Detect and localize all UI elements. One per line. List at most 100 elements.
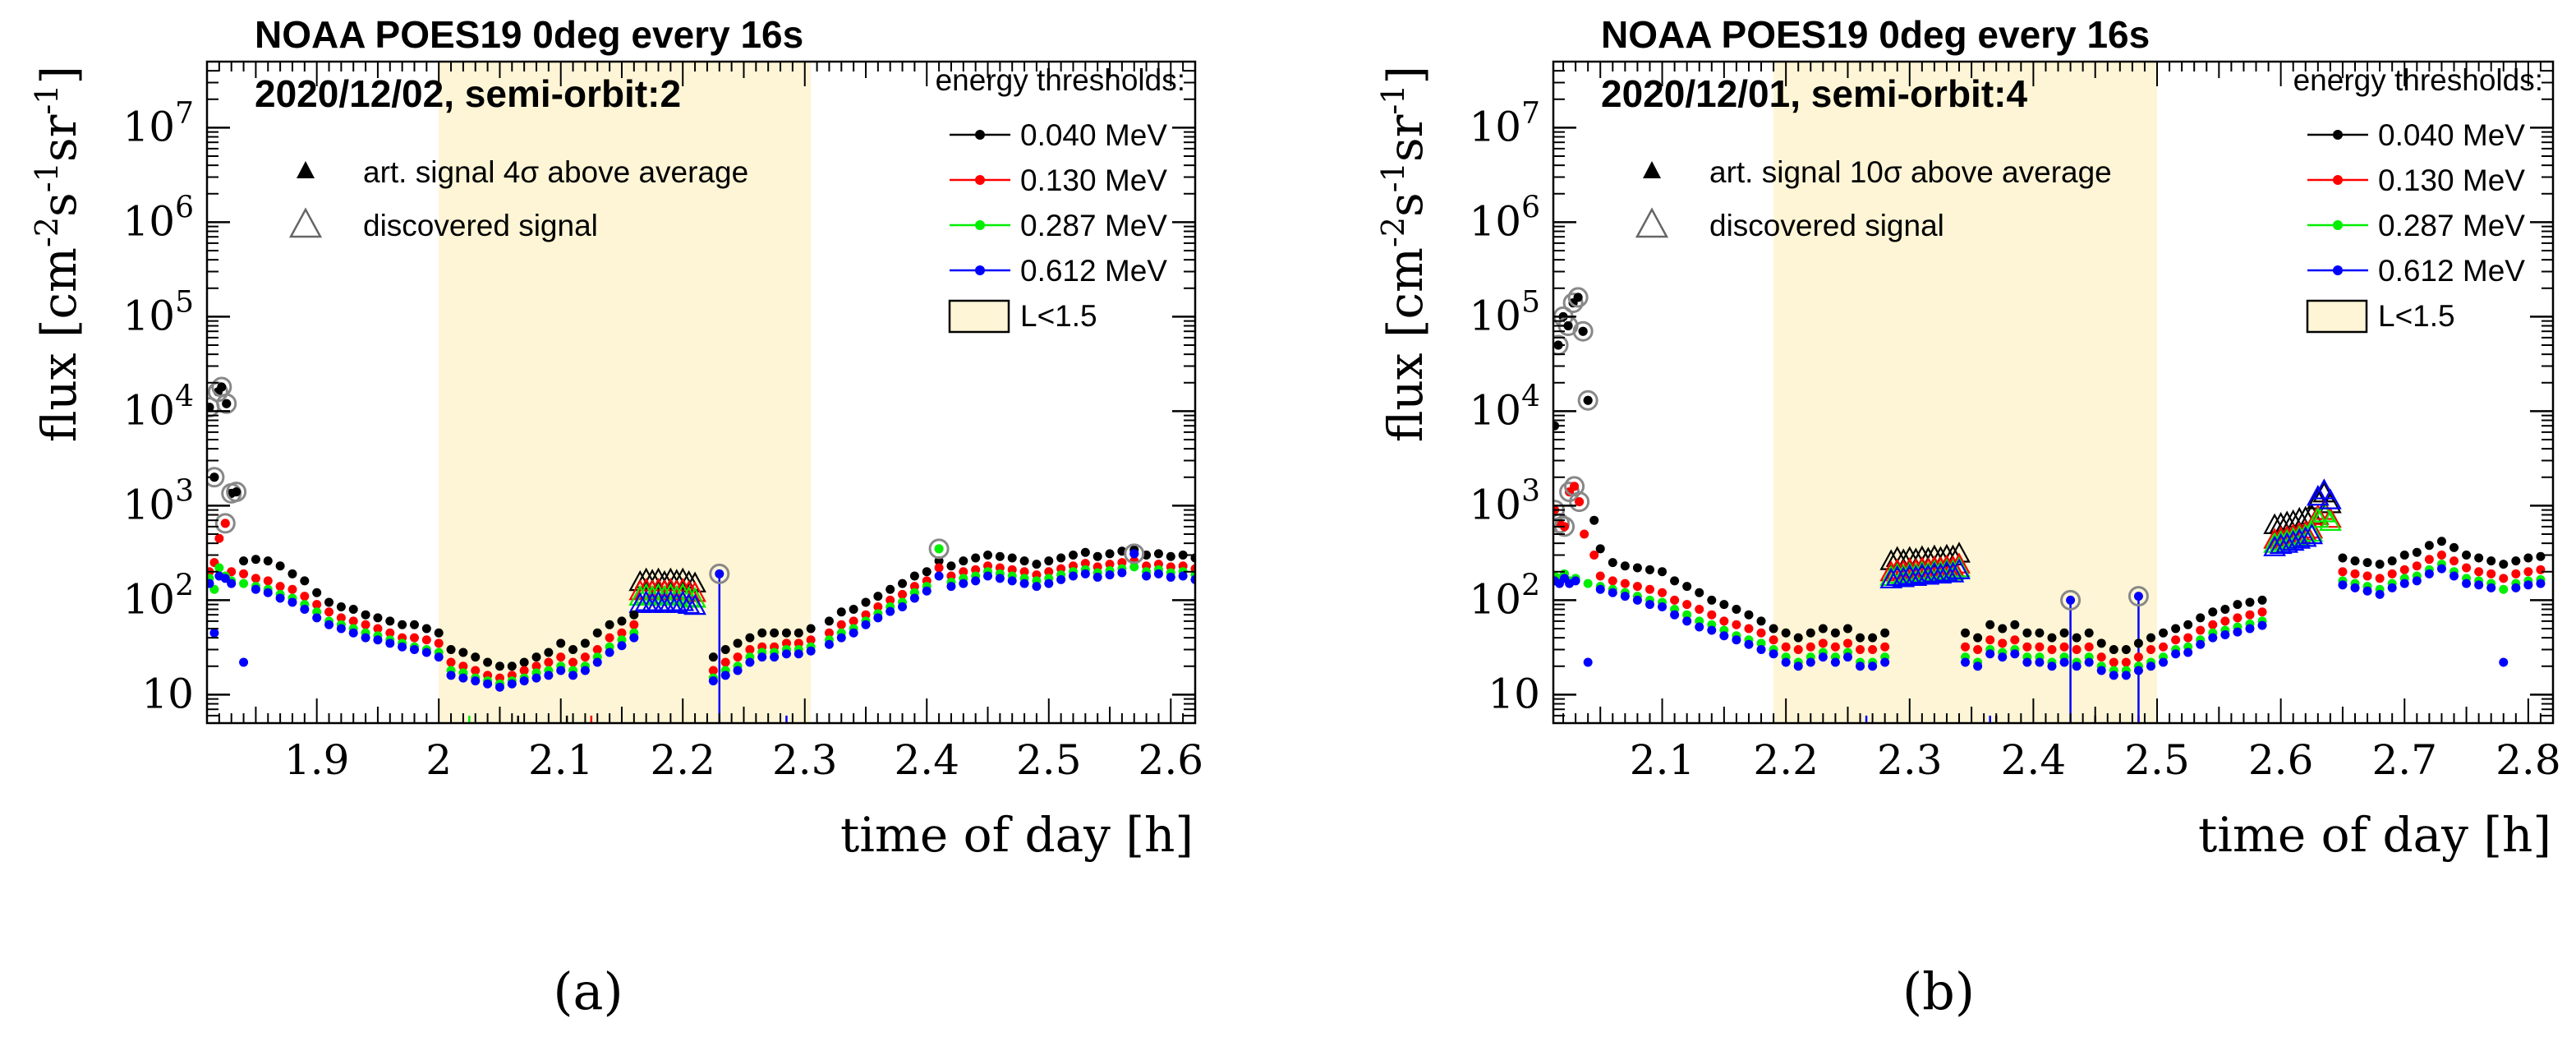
x-tick-label: 2.6 xyxy=(1138,736,1204,784)
data-point xyxy=(373,613,383,623)
data-point xyxy=(2171,649,2181,659)
data-point xyxy=(1166,551,1175,561)
data-point xyxy=(1080,559,1090,569)
data-point xyxy=(2159,657,2169,667)
y-tick-exponent: 4 xyxy=(175,380,194,413)
data-point xyxy=(1880,628,1890,638)
data-point xyxy=(1756,616,1766,626)
data-point xyxy=(275,593,285,603)
data-point xyxy=(781,628,791,638)
data-point xyxy=(1842,638,1852,648)
data-point xyxy=(2350,556,2360,566)
data-point xyxy=(922,567,932,577)
data-point xyxy=(617,628,627,638)
data-point xyxy=(398,642,407,652)
data-point xyxy=(580,638,590,648)
data-point xyxy=(275,582,285,592)
highlight-ring xyxy=(1572,320,1594,342)
discovered-signal-triangle xyxy=(665,592,688,613)
data-point xyxy=(2245,610,2255,620)
data-point xyxy=(1781,642,1791,652)
data-point xyxy=(959,567,968,577)
data-point xyxy=(239,569,249,578)
discovered-signal-triangle xyxy=(2312,478,2336,500)
x-tick-label: 2.3 xyxy=(1877,736,1943,784)
y-tick-label: 106 xyxy=(122,191,194,245)
data-point xyxy=(312,588,322,597)
data-point xyxy=(446,657,456,667)
data-point xyxy=(239,578,249,588)
data-point xyxy=(251,574,260,583)
discovered-signal-triangle xyxy=(634,590,658,611)
legend-marker xyxy=(2333,220,2343,230)
data-point xyxy=(2511,556,2521,566)
highlight-ring xyxy=(1562,293,1584,314)
plot-title: NOAA POES19 0deg every 16s xyxy=(1601,13,2150,56)
y-axis-title-part: -2 xyxy=(29,217,65,247)
data-point xyxy=(2523,580,2533,590)
data-point xyxy=(2350,583,2360,592)
legend-discovered-signal: discovered signal xyxy=(363,209,598,242)
data-point xyxy=(861,597,871,607)
data-point xyxy=(348,605,358,615)
data-point xyxy=(2412,561,2422,571)
legend-entry: 0.287 MeV xyxy=(1020,209,1167,242)
data-point xyxy=(1019,556,1029,566)
highlight-point xyxy=(1129,549,1139,559)
legend-region-swatch xyxy=(2306,299,2368,334)
data-point xyxy=(1583,578,1593,588)
data-point xyxy=(1190,574,1195,584)
y-tick-exponent: 3 xyxy=(175,474,194,508)
data-point xyxy=(531,661,541,671)
data-point xyxy=(275,561,285,571)
data-point xyxy=(1153,549,1163,559)
data-point xyxy=(2072,661,2082,671)
data-point xyxy=(1644,584,1654,594)
legend-marker xyxy=(2333,175,2343,185)
x-tick-label: 2.2 xyxy=(1753,736,1819,784)
data-point xyxy=(1670,595,1680,605)
discovered-signal-triangle xyxy=(659,583,683,604)
data-point xyxy=(373,624,383,634)
data-point xyxy=(2362,586,2372,596)
legend-entry: 0.612 MeV xyxy=(1020,254,1167,288)
discovered-signal-triangle xyxy=(1885,562,1909,584)
y-tick-label: 104 xyxy=(1469,380,1540,434)
data-point xyxy=(1682,616,1692,626)
highlight-point xyxy=(1573,293,1583,302)
data-point xyxy=(733,652,743,662)
data-point xyxy=(398,620,407,629)
data-point xyxy=(2196,613,2206,623)
data-point xyxy=(2047,661,2057,671)
x-tick-label: 2.6 xyxy=(2248,736,2314,784)
data-point xyxy=(458,673,468,683)
data-point xyxy=(1129,562,1139,572)
y-axis-title-part: sr xyxy=(1378,114,1433,162)
data-point xyxy=(1769,624,1778,634)
data-point xyxy=(1818,638,1828,648)
data-point xyxy=(1868,661,1878,671)
data-point xyxy=(207,578,214,588)
data-point xyxy=(1068,551,1078,560)
data-point xyxy=(2499,560,2509,569)
data-point xyxy=(1632,582,1642,592)
data-point xyxy=(2196,639,2206,649)
data-point xyxy=(745,645,755,655)
y-tick-base: 10 xyxy=(1469,292,1521,339)
y-tick-label: 105 xyxy=(1469,285,1540,339)
data-point xyxy=(1769,635,1778,645)
data-point xyxy=(1105,560,1115,569)
data-point xyxy=(2536,578,2546,588)
filled-triangle-icon xyxy=(297,161,315,178)
data-point xyxy=(2350,569,2360,578)
data-point xyxy=(2536,565,2546,574)
data-point xyxy=(1105,549,1115,559)
data-point xyxy=(556,666,566,675)
data-point xyxy=(971,576,981,586)
data-point xyxy=(836,620,846,629)
discovered-signal-triangle xyxy=(2300,523,2324,545)
x-tick-label: 2.3 xyxy=(772,736,838,784)
y-tick-exponent: 7 xyxy=(1521,96,1540,130)
data-point xyxy=(519,676,529,686)
data-point xyxy=(617,616,627,626)
